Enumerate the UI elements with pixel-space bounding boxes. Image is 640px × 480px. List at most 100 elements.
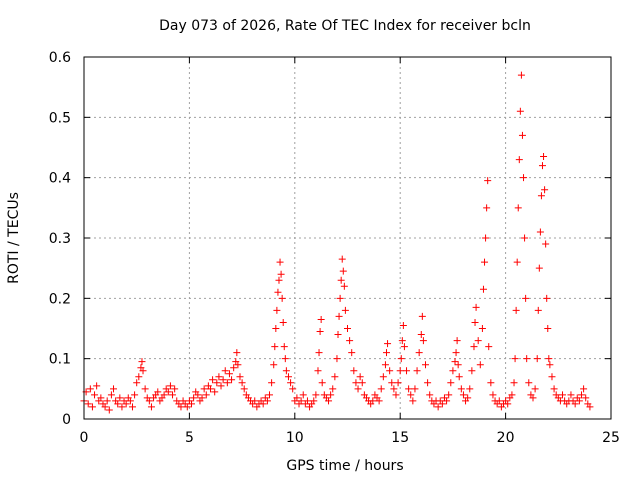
- data-point: [287, 379, 295, 387]
- data-point: [341, 306, 349, 314]
- data-point: [166, 382, 174, 390]
- data-point: [350, 367, 358, 375]
- data-point: [466, 385, 474, 393]
- data-point: [141, 385, 149, 393]
- data-point: [240, 385, 248, 393]
- data-point: [474, 337, 482, 345]
- data-point: [421, 361, 429, 369]
- data-point: [571, 400, 579, 408]
- data-point: [217, 382, 225, 390]
- data-point: [335, 312, 343, 320]
- chart-title: Day 073 of 2026, Rate Of TEC Index for r…: [159, 18, 531, 34]
- data-point: [484, 177, 492, 185]
- data-point: [418, 312, 426, 320]
- data-point: [476, 361, 484, 369]
- data-point: [417, 331, 425, 339]
- data-point: [443, 397, 451, 405]
- data-point: [215, 373, 223, 381]
- data-point: [485, 343, 493, 351]
- data-point: [169, 391, 177, 399]
- data-point: [536, 228, 544, 236]
- data-point: [400, 343, 408, 351]
- data-point: [160, 391, 168, 399]
- data-point: [135, 373, 143, 381]
- data-point: [133, 379, 141, 387]
- data-point: [495, 397, 503, 405]
- data-point: [206, 385, 214, 393]
- data-point: [272, 325, 280, 332]
- x-tick-label: 0: [80, 430, 89, 446]
- data-point: [582, 394, 590, 402]
- data-point: [468, 367, 476, 375]
- data-point: [236, 373, 244, 381]
- data-point: [333, 355, 341, 363]
- data-point: [409, 397, 417, 405]
- data-point: [434, 403, 442, 411]
- data-point: [139, 367, 147, 375]
- data-point: [445, 391, 453, 399]
- data-point: [270, 361, 278, 369]
- y-tick-label: 0.4: [49, 171, 71, 187]
- data-point: [114, 400, 122, 408]
- data-point: [392, 391, 400, 399]
- data-point: [478, 325, 486, 332]
- data-point: [251, 397, 259, 405]
- data-point: [413, 367, 421, 375]
- data-point: [455, 373, 463, 381]
- data-point: [515, 156, 523, 164]
- data-point: [314, 367, 322, 375]
- data-point: [327, 391, 335, 399]
- data-point: [510, 379, 518, 387]
- data-point: [348, 349, 356, 357]
- data-point: [534, 306, 542, 314]
- data-point: [379, 373, 387, 381]
- data-point: [522, 294, 530, 302]
- data-point: [233, 349, 241, 357]
- data-point: [211, 388, 219, 396]
- data-point: [424, 379, 432, 387]
- data-point: [128, 403, 136, 411]
- data-point: [471, 318, 479, 326]
- data-point: [337, 276, 345, 284]
- data-point: [535, 264, 543, 272]
- x-axis-label: GPS time / hours: [286, 458, 403, 474]
- data-point: [86, 385, 94, 393]
- x-tick-label: 20: [497, 430, 515, 446]
- data-point: [375, 397, 383, 405]
- data-point: [559, 391, 567, 399]
- data-point: [154, 388, 162, 396]
- data-point: [225, 370, 233, 378]
- data-point: [194, 391, 202, 399]
- data-point: [377, 385, 385, 393]
- data-point: [545, 355, 553, 363]
- data-point: [388, 379, 396, 387]
- data-point: [538, 162, 546, 170]
- data-point: [279, 318, 287, 326]
- data-point: [544, 325, 552, 332]
- data-point: [339, 267, 347, 275]
- data-point: [278, 294, 286, 302]
- data-point: [575, 397, 583, 405]
- axis-ticks: 0 5 10 15 20 25 0 0.1 0.2 0.3 0.4 0.5 0.6: [49, 50, 620, 446]
- data-point: [105, 406, 113, 414]
- data-point: [382, 349, 390, 357]
- data-point: [403, 367, 411, 375]
- data-point: [399, 321, 407, 329]
- x-tick-label: 5: [185, 430, 194, 446]
- data-point: [122, 400, 130, 408]
- data-point: [386, 367, 394, 375]
- y-tick-label: 0: [62, 412, 71, 428]
- y-tick-label: 0.2: [49, 291, 71, 307]
- data-point: [315, 349, 323, 357]
- data-point: [145, 397, 153, 405]
- data-point: [316, 328, 324, 336]
- data-point: [238, 379, 246, 387]
- data-point: [464, 394, 472, 402]
- data-point: [481, 258, 489, 266]
- data-point: [415, 349, 423, 357]
- data-point: [277, 270, 285, 278]
- data-point: [344, 325, 351, 332]
- data-point: [482, 234, 490, 242]
- data-point: [280, 343, 288, 351]
- data-point: [438, 400, 446, 408]
